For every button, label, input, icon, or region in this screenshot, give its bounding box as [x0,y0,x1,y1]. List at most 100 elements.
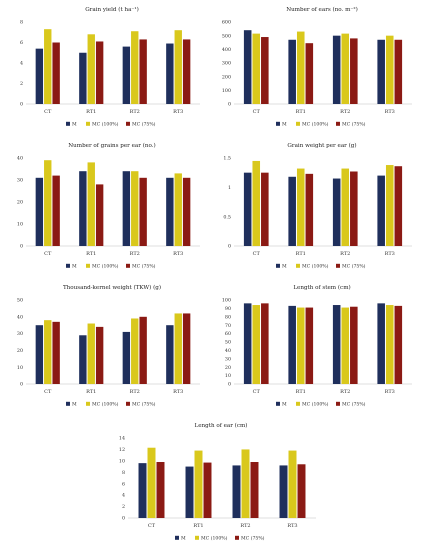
bar-RT3-2 [174,313,182,384]
x-tick-label: CT [148,523,156,529]
bar-CT-3 [156,462,165,518]
y-tick-label: 8 [122,470,125,476]
legend-label: MC (75%) [342,401,366,408]
bar-RT3-1 [166,177,174,246]
y-tick-label: 50 [225,340,231,346]
legend-swatch [126,121,130,126]
y-tick-label: 1 [228,185,231,191]
bar-CT-3 [52,175,60,246]
legend-label: M [181,536,186,542]
legend-label: M [282,264,287,270]
y-tick-label: 90 [225,306,231,312]
y-tick-label: 6 [20,40,23,46]
y-tick-label: 500 [222,33,231,39]
y-tick-label: 0 [228,382,231,388]
legend-label: MC (100%) [92,263,119,270]
bar-CT-1 [243,30,252,105]
bar-RT3-1 [166,325,174,384]
y-tick-label: 1.5 [223,156,231,162]
bar-RT1-1 [288,39,296,105]
legend-label: M [72,264,77,270]
bar-RT2-1 [122,46,131,104]
chart-1: Grain yield (t ha⁻¹) 0 2 4 6 8 CT RT1 RT2 RT3 M MC … [20,6,200,128]
bar-CT-2 [252,33,261,104]
x-tick-label: RT1 [296,251,306,257]
legend-swatch [175,535,179,540]
bar-RT3-3 [182,39,191,104]
y-tick-label: 4 [20,61,23,67]
legend-swatch [336,263,340,268]
bar-RT2-3 [139,39,147,104]
legend-label: MC (75%) [342,263,366,270]
legend-swatch [276,263,280,268]
y-tick-label: 60 [225,331,231,337]
bar-RT3-2 [385,305,394,384]
bar-RT1-3 [305,173,314,246]
bar-RT1-3 [95,41,104,104]
y-tick-label: 40 [17,314,23,320]
bar-RT3-2 [174,30,182,105]
bar-RT2-1 [122,171,131,246]
x-tick-label: RT1 [86,251,96,257]
bar-CT-2 [252,160,261,246]
bar-RT2-2 [341,33,350,104]
bar-CT-3 [52,42,60,104]
bar-RT1-2 [87,323,95,384]
bar-RT3-2 [385,35,394,104]
bar-CT-3 [261,172,269,246]
bar-RT3-3 [182,177,191,246]
bar-CT-2 [252,305,261,384]
bar-CT-1 [243,303,252,384]
y-tick-label: 2 [20,81,23,87]
x-tick-label: RT3 [385,389,395,395]
bar-RT3-2 [174,173,182,246]
bar-CT-1 [35,177,44,246]
y-tick-label: 30 [17,178,23,184]
chart-title: Number of grains per ear (no.) [68,142,155,149]
legend-label: M [282,402,287,408]
y-tick-label: 8 [20,20,23,26]
chart-title: Number of ears (no. m⁻²) [286,6,358,13]
legend-swatch [296,263,300,268]
x-tick-label: RT1 [193,523,203,529]
x-tick-label: CT [253,389,261,395]
y-tick-label: 100 [222,298,231,304]
y-tick-label: 50 [17,298,23,304]
y-tick-label: 14 [119,436,125,442]
bar-RT2-2 [341,307,350,384]
y-tick-label: 300 [222,61,231,67]
y-tick-label: 100 [222,88,231,94]
chart-title: Length of stem (cm) [293,284,350,291]
bar-RT2-3 [139,316,147,384]
x-tick-label: RT2 [130,389,140,395]
bar-RT3-2 [288,450,297,518]
bar-RT1-2 [296,168,305,246]
legend-label: MC (75%) [132,121,156,128]
x-tick-label: RT3 [173,109,183,115]
legend-swatch [336,121,340,126]
bar-RT2-1 [332,305,341,384]
legend-label: MC (100%) [302,263,329,270]
bar-RT1-3 [95,326,104,384]
bar-RT2-2 [131,318,139,384]
x-tick-label: CT [44,109,52,115]
legend-swatch [86,401,90,406]
chart-title: Grain yield (t ha⁻¹) [85,6,139,13]
y-tick-label: 0.5 [223,214,231,220]
legend-swatch [195,535,199,540]
bar-RT3-3 [394,166,403,246]
y-tick-label: 30 [225,356,231,362]
y-tick-label: 70 [225,323,231,329]
x-tick-label: RT3 [287,523,297,529]
bar-RT3-2 [385,165,394,246]
legend-label: MC (75%) [132,263,156,270]
bar-RT1-1 [79,52,87,104]
y-tick-label: 20 [17,348,23,354]
legend-label: M [72,122,77,128]
bar-RT1-1 [79,171,87,246]
x-tick-label: RT2 [130,109,140,115]
x-tick-label: RT2 [130,251,140,257]
y-tick-label: 400 [222,47,231,53]
bar-RT1-3 [305,307,314,384]
